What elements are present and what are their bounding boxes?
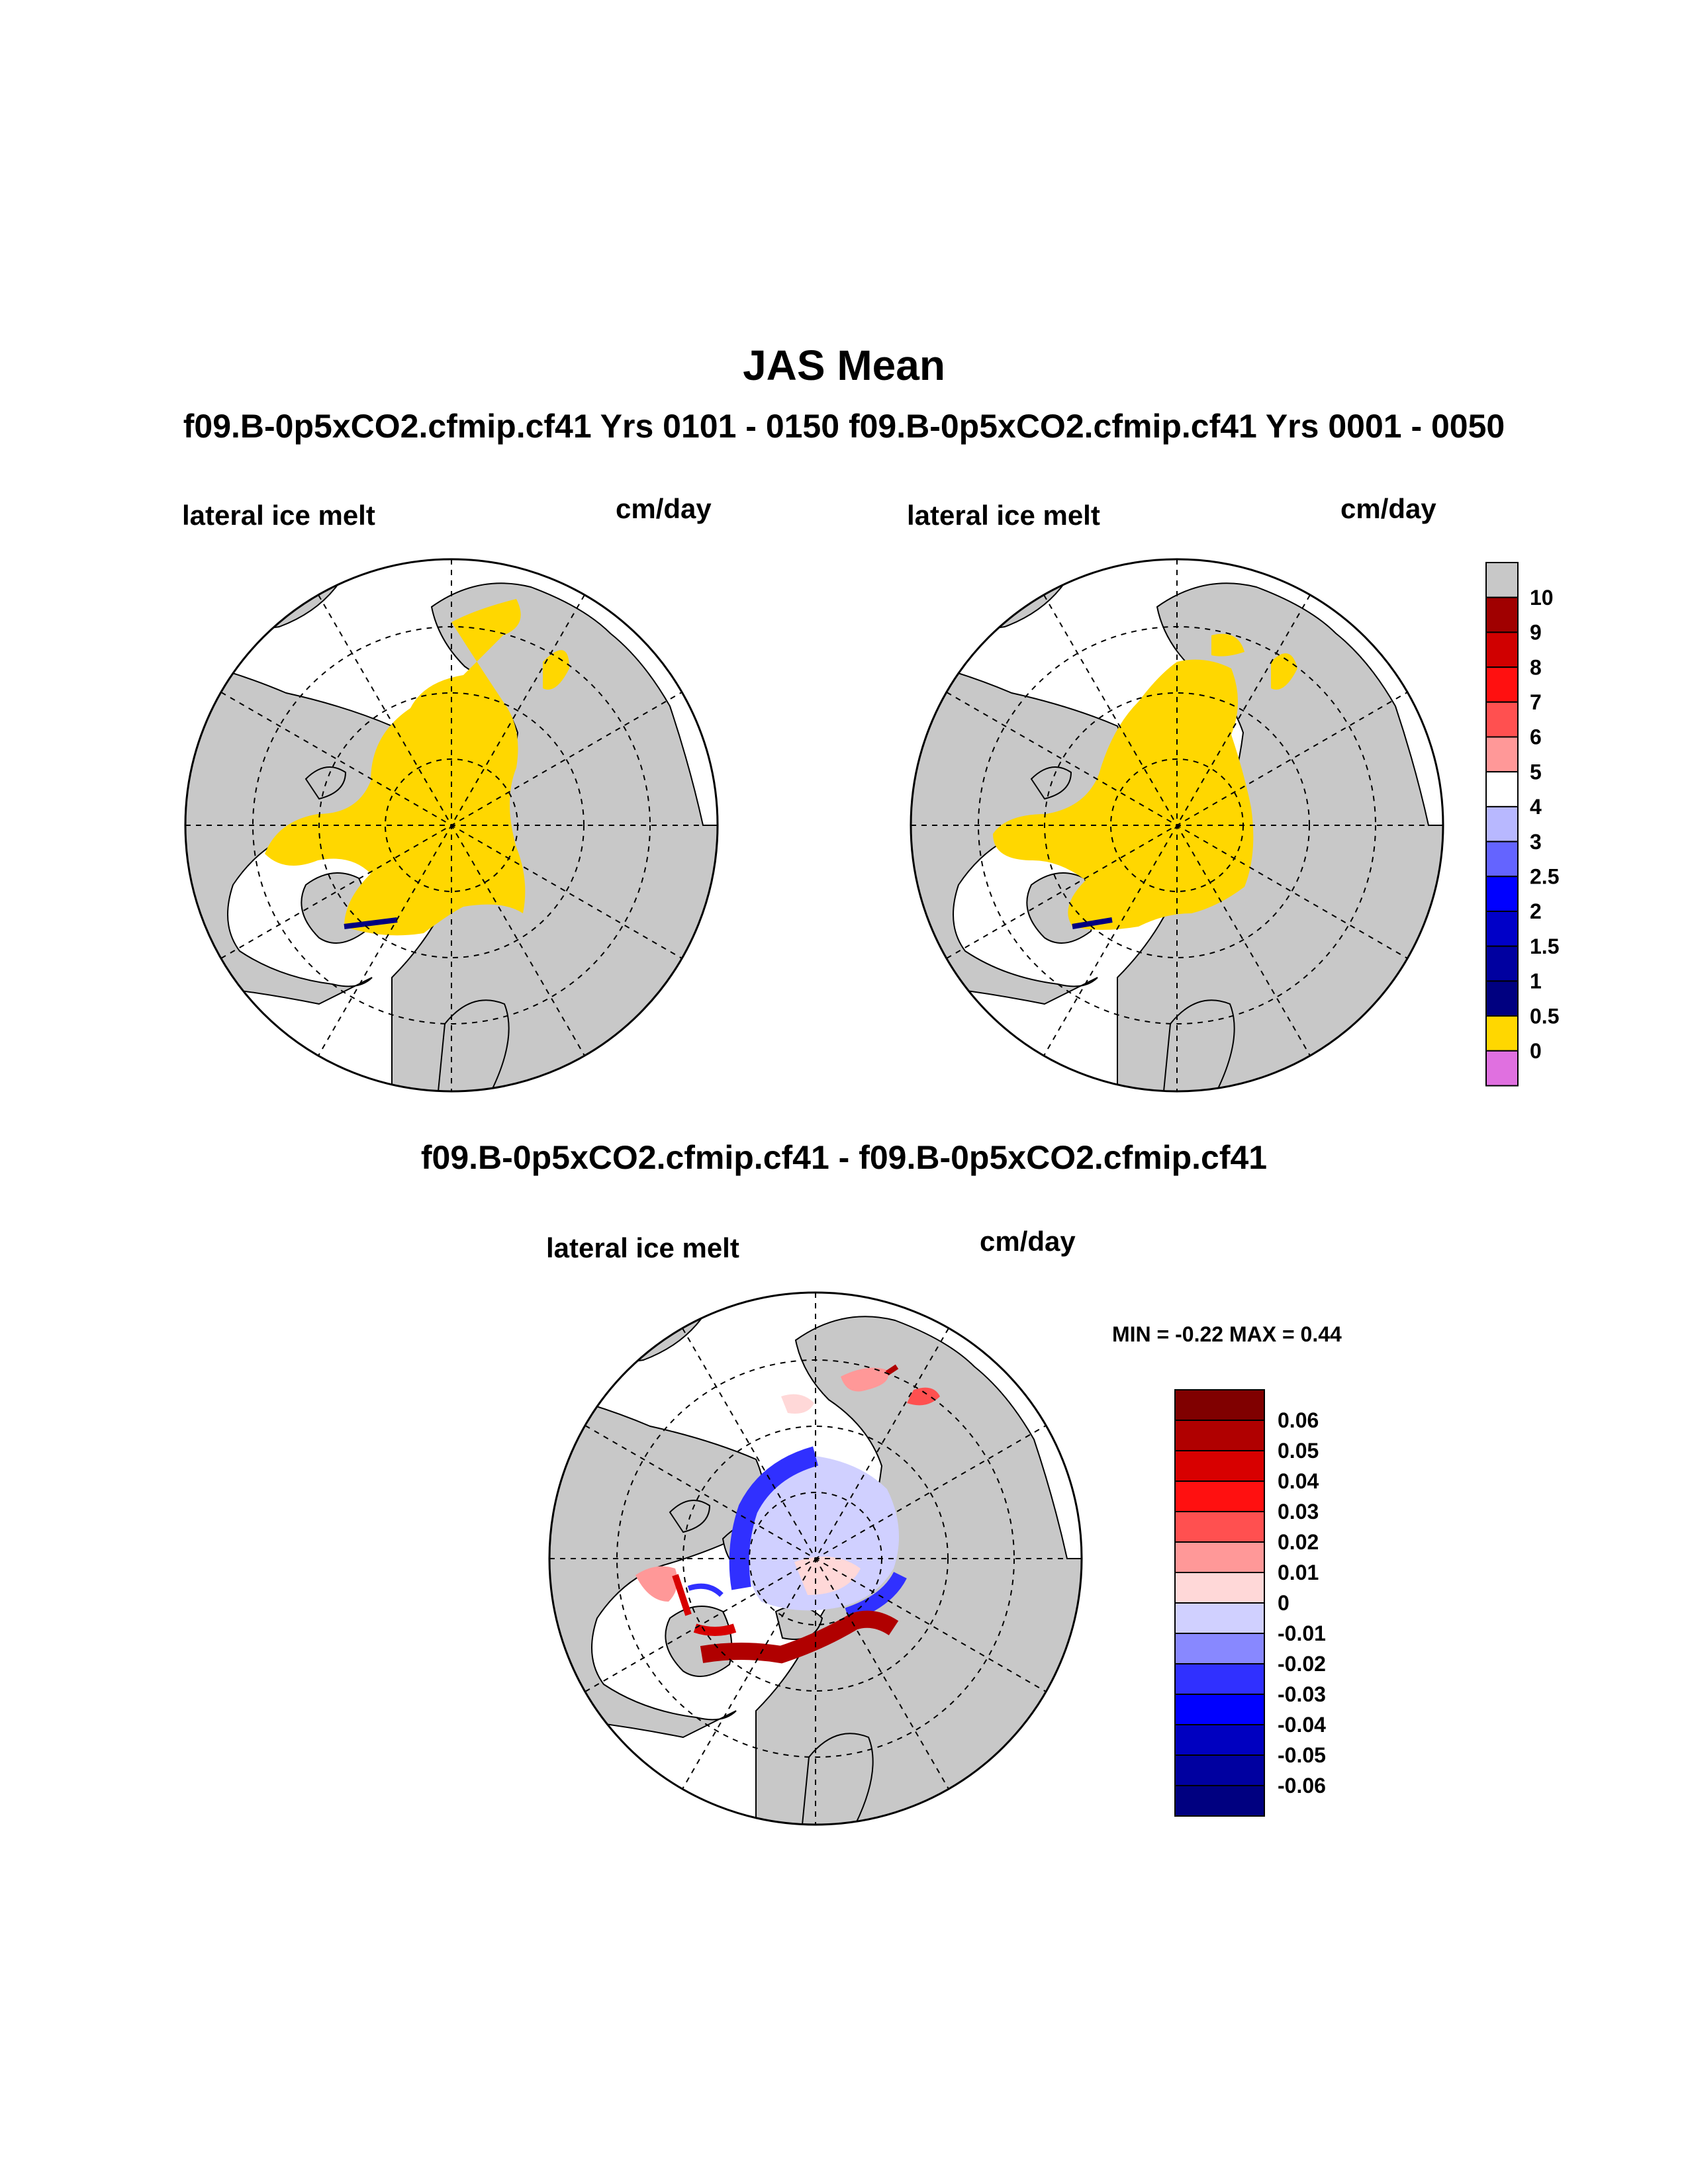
colorbar-diff-label-10: -0.04 [1278, 1713, 1326, 1737]
colorbar-diff-swatch-12 [1174, 1754, 1265, 1786]
colorbar-diff-swatch-8 [1174, 1633, 1265, 1664]
colorbar-diff-swatch-3 [1174, 1480, 1265, 1512]
colorbar-diff-swatch-9 [1174, 1663, 1265, 1695]
colorbar-top-swatch-8 [1485, 841, 1519, 878]
map-panel-1 [184, 558, 719, 1093]
colorbar-top-swatch-0 [1485, 562, 1519, 598]
colorbar-top-label-2: 8 [1530, 655, 1542, 679]
colorbar-diff-label-11: -0.05 [1278, 1743, 1326, 1767]
colorbar-top-swatch-11 [1485, 945, 1519, 982]
colorbar-diff-label-6: 0 [1278, 1591, 1289, 1615]
colorbar-top-label-3: 7 [1530, 690, 1542, 714]
colorbar-top: 10 9 8 7 6 5 4 3 2.5 2 1.5 1 0.5 0 [1485, 562, 1559, 1087]
colorbar-top-swatch-7 [1485, 805, 1519, 842]
colorbar-top-label-7: 3 [1530, 830, 1542, 854]
colorbar-top-label-8: 2.5 [1530, 865, 1559, 889]
colorbar-diff-label-2: 0.04 [1278, 1469, 1319, 1493]
subtitle: f09.B-0p5xCO2.cfmip.cf41 Yrs 0101 - 0150… [183, 408, 1505, 445]
colorbar-top-swatch-12 [1485, 980, 1519, 1017]
colorbar-diff-swatch-13 [1174, 1785, 1265, 1817]
colorbar-diff-label-1: 0.05 [1278, 1439, 1319, 1463]
colorbar-top-swatch-6 [1485, 771, 1519, 807]
colorbar-top-label-5: 5 [1530, 760, 1542, 784]
colorbar-top-label-6: 4 [1530, 795, 1542, 819]
colorbar-diff-label-7: -0.01 [1278, 1621, 1326, 1645]
colorbar-top-swatch-5 [1485, 736, 1519, 773]
colorbar-top-swatch-2 [1485, 631, 1519, 668]
colorbar-diff-swatch-1 [1174, 1420, 1265, 1451]
panel3-title: lateral ice melt [546, 1232, 739, 1263]
colorbar-top-swatch-4 [1485, 701, 1519, 738]
panel1-unit: cm/day [616, 493, 712, 524]
colorbar-diff-label-12: -0.06 [1278, 1774, 1326, 1797]
panel1-title: lateral ice melt [182, 500, 375, 531]
colorbar-diff-swatch-4 [1174, 1511, 1265, 1543]
colorbar-diff: 0.06 0.05 0.04 0.03 0.02 0.01 0 -0.01 -0.02 -0.03… [1174, 1389, 1326, 1817]
colorbar-diff-label-5: 0.01 [1278, 1561, 1319, 1584]
map-panel-2 [910, 558, 1444, 1093]
colorbar-top-swatch-1 [1485, 596, 1519, 633]
colorbar-top-swatch-3 [1485, 666, 1519, 703]
panel2-unit: cm/day [1340, 493, 1436, 524]
colorbar-diff-swatch-5 [1174, 1541, 1265, 1573]
colorbar-diff-label-0: 0.06 [1278, 1408, 1319, 1432]
diff-min-max: MIN = -0.22 MAX = 0.44 [1112, 1322, 1342, 1346]
colorbar-top-swatch-9 [1485, 876, 1519, 913]
colorbar-diff-swatch-10 [1174, 1694, 1265, 1725]
colorbar-diff-label-3: 0.03 [1278, 1500, 1319, 1524]
colorbar-diff-swatch-0 [1174, 1389, 1265, 1421]
colorbar-top-label-12: 0.5 [1530, 1004, 1559, 1028]
colorbar-diff-label-4: 0.02 [1278, 1530, 1319, 1554]
colorbar-top-swatch-14 [1485, 1050, 1519, 1087]
colorbar-top-label-11: 1 [1530, 970, 1542, 993]
panel3-unit: cm/day [980, 1226, 1076, 1257]
colorbar-diff-swatch-11 [1174, 1724, 1265, 1756]
colorbar-top-swatch-13 [1485, 1015, 1519, 1052]
colorbar-top-swatch-10 [1485, 911, 1519, 947]
colorbar-diff-swatch-6 [1174, 1572, 1265, 1604]
colorbar-diff-label-9: -0.03 [1278, 1682, 1326, 1706]
map-panel-diff [548, 1291, 1083, 1826]
main-title: JAS Mean [743, 341, 945, 389]
colorbar-diff-swatch-7 [1174, 1602, 1265, 1634]
colorbar-top-label-13: 0 [1530, 1039, 1542, 1063]
colorbar-top-label-4: 6 [1530, 725, 1542, 749]
colorbar-top-label-0: 10 [1530, 586, 1554, 610]
colorbar-diff-swatch-2 [1174, 1450, 1265, 1482]
colorbar-top-label-9: 2 [1530, 899, 1542, 923]
panel2-title: lateral ice melt [907, 500, 1100, 531]
colorbar-top-label-1: 9 [1530, 621, 1542, 645]
colorbar-top-label-10: 1.5 [1530, 934, 1559, 958]
diff-title: f09.B-0p5xCO2.cfmip.cf41 - f09.B-0p5xCO2… [420, 1139, 1268, 1176]
colorbar-diff-label-8: -0.02 [1278, 1652, 1326, 1676]
